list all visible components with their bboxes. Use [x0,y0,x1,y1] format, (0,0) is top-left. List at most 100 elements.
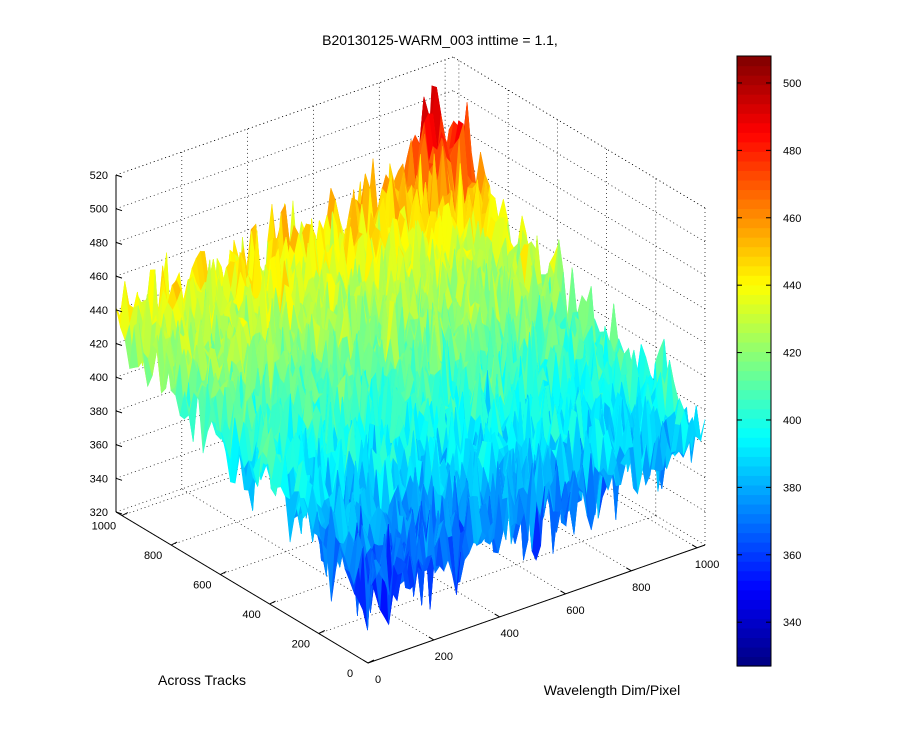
grid-line [181,488,435,641]
colorbar-segment [737,294,771,305]
colorbar-segment [737,389,771,400]
colorbar-segment [737,380,771,391]
colorbar-segment [737,332,771,343]
colorbar-tick-label: 480 [783,145,801,157]
colorbar-segment [737,65,771,76]
z-tick-mark [115,208,123,212]
x-tick-mark [494,613,500,618]
x-tick-label: 1000 [695,559,719,571]
colorbar-tick-label: 500 [783,78,801,90]
colorbar-tick-label: 340 [783,617,801,629]
z-tick-mark [115,174,123,178]
colorbar-segment [737,503,771,515]
surface-mesh [115,85,706,631]
colorbar-segment [737,265,771,276]
grid-line [452,157,706,310]
colorbar-segment [737,227,771,238]
colorbar-segment [737,646,771,658]
z-tick-mark [115,275,123,279]
grid-line [452,90,706,243]
colorbar-segment [737,170,771,181]
colorbar-segment [737,313,771,324]
colorbar-segment [737,608,771,619]
colorbar-segment [737,408,771,419]
colorbar-segment [737,446,771,457]
colorbar-segment [737,627,771,639]
colorbar-segment [737,542,771,553]
z-tick-mark [115,477,123,481]
colorbar-tick-label: 420 [783,348,801,360]
colorbar-segment [737,275,771,286]
x-tick-mark [691,544,698,549]
x-tick-label: 0 [375,674,381,686]
y-tick-mark [318,630,326,634]
colorbar-segment [737,361,771,372]
z-tick-label: 420 [90,339,108,351]
colorbar-segment [737,256,771,267]
colorbar-segment [737,113,771,124]
z-tick-label: 360 [90,440,108,452]
x-tick-mark [560,590,566,595]
box-edge [452,56,706,209]
colorbar-segment [737,160,771,171]
colorbar-tick-label: 440 [783,280,801,292]
colorbar-segment [737,208,771,219]
colorbar-segment [737,494,771,505]
colorbar-segment [737,198,771,210]
z-tick-label: 480 [90,237,108,249]
x-tick-label: 200 [435,651,453,663]
x-tick-label: 600 [566,605,584,617]
colorbar-segment [737,151,771,162]
x-tick-mark [362,659,369,664]
colorbar-tick-label: 400 [783,415,801,427]
colorbar-segment [737,484,771,496]
colorbar-segment [737,523,771,534]
y-tick-mark [121,512,129,516]
z-tick-mark [115,410,123,414]
x-tick-label: 400 [500,628,518,640]
y-tick-mark [170,541,178,546]
z-tick-label: 320 [90,507,108,519]
colorbar-segment [737,84,771,95]
x-tick-label: 800 [632,582,650,594]
colorbar-segment [737,561,771,572]
y-tick-label: 1000 [92,521,116,533]
colorbar-segment [737,570,771,581]
colorbar-segment [737,56,771,67]
colorbar-segment [737,599,771,610]
z-tick-label: 500 [90,204,108,216]
colorbar-segment [737,589,771,600]
colorbar-segment [737,399,771,410]
colorbar-segment [737,551,771,562]
z-tick-label: 400 [90,372,108,384]
colorbar-segment [737,179,771,191]
y-tick-label: 400 [242,609,260,621]
colorbar-segment [737,341,771,353]
colorbar-segment [737,475,771,486]
colorbar-segment [737,103,771,114]
colorbar-segment [737,322,771,334]
colorbar-segment [737,303,771,314]
colorbar-segment [737,465,771,476]
colorbar-segment [737,437,771,448]
colorbar-tick-label: 380 [783,482,801,494]
colorbar-segment [737,94,771,105]
z-tick-mark [115,376,123,380]
colorbar-segment [737,513,771,524]
grid-line [115,56,454,176]
colorbar-segment [737,532,771,543]
colorbar-segment [737,456,771,467]
colorbar-segment [737,370,771,381]
plot-title: B20130125-WARM_003 inttime = 1.1, [322,32,558,48]
colorbar-segment [737,427,771,438]
y-tick-label: 200 [292,639,310,651]
colorbar-segment [737,637,771,648]
z-tick-label: 340 [90,473,108,485]
z-tick-label: 520 [90,170,108,182]
z-tick-label: 380 [90,406,108,418]
colorbar-tick-label: 460 [783,213,801,225]
x-tick-mark [626,567,632,572]
y-tick-label: 0 [347,668,353,680]
box-edge [115,56,454,176]
